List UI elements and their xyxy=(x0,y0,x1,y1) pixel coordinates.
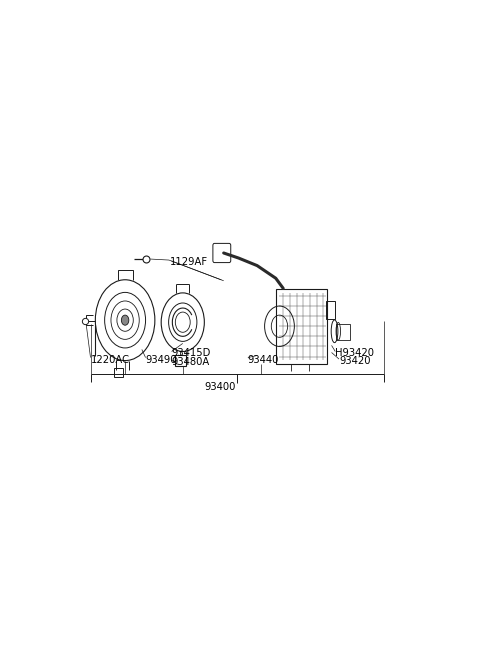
Text: 93480A: 93480A xyxy=(172,357,210,367)
Text: 1129AF: 1129AF xyxy=(170,256,208,266)
Text: 1220AC: 1220AC xyxy=(91,354,130,365)
Text: 93400: 93400 xyxy=(204,382,236,392)
Circle shape xyxy=(121,315,129,325)
Text: 93420: 93420 xyxy=(339,356,371,365)
Text: 93490: 93490 xyxy=(145,354,177,365)
Text: 93415D: 93415D xyxy=(172,348,211,358)
Text: H93420: H93420 xyxy=(335,348,374,358)
Text: 93440: 93440 xyxy=(248,354,279,365)
